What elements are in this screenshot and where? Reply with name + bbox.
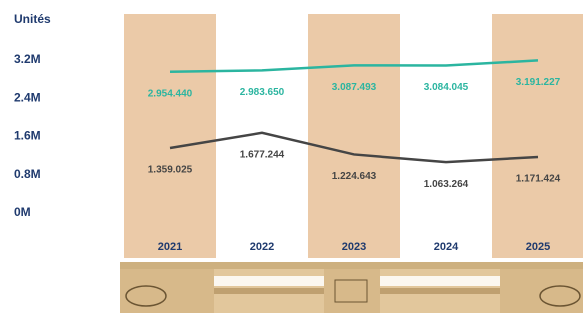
- y-tick-label: 3.2M: [14, 52, 41, 66]
- column-bands: [124, 14, 583, 258]
- pallet-block: [324, 269, 380, 313]
- pallet-block: [500, 269, 583, 313]
- value-label: 1.677.244: [240, 149, 285, 160]
- x-tick-label: 2023: [342, 241, 366, 253]
- x-tick-label: 2025: [526, 241, 550, 253]
- column-band: [492, 14, 583, 258]
- y-tick-label: 0M: [14, 205, 31, 219]
- pallet-gap: [380, 276, 500, 286]
- pallet-gap: [214, 276, 324, 286]
- value-label: 2.983.650: [240, 87, 285, 98]
- x-tick-label: 2021: [158, 241, 182, 253]
- value-label: 1.063.264: [424, 179, 469, 190]
- y-axis-label: Unités: [14, 12, 51, 26]
- value-label: 2.954.440: [148, 88, 193, 99]
- x-tick-label: 2024: [434, 241, 459, 253]
- value-label: 1.171.424: [516, 174, 561, 185]
- chart: Unités 2021 2022 2023 2024 2025 0M 0.8M 1.6M 2.4…: [0, 0, 583, 313]
- column-band: [308, 14, 400, 258]
- pallet-block: [120, 269, 214, 313]
- value-label: 3.191.227: [516, 77, 561, 88]
- pallet-plank: [120, 262, 583, 269]
- value-label: 1.224.643: [332, 171, 377, 182]
- value-label: 1.359.025: [148, 165, 193, 176]
- pallet: [120, 262, 583, 313]
- y-tick-label: 2.4M: [14, 90, 41, 104]
- value-label: 3.087.493: [332, 82, 377, 93]
- y-tick-label: 0.8M: [14, 167, 41, 181]
- column-band: [124, 14, 216, 258]
- x-tick-label: 2022: [250, 241, 274, 253]
- y-tick-label: 1.6M: [14, 129, 41, 143]
- value-label: 3.084.045: [424, 82, 469, 93]
